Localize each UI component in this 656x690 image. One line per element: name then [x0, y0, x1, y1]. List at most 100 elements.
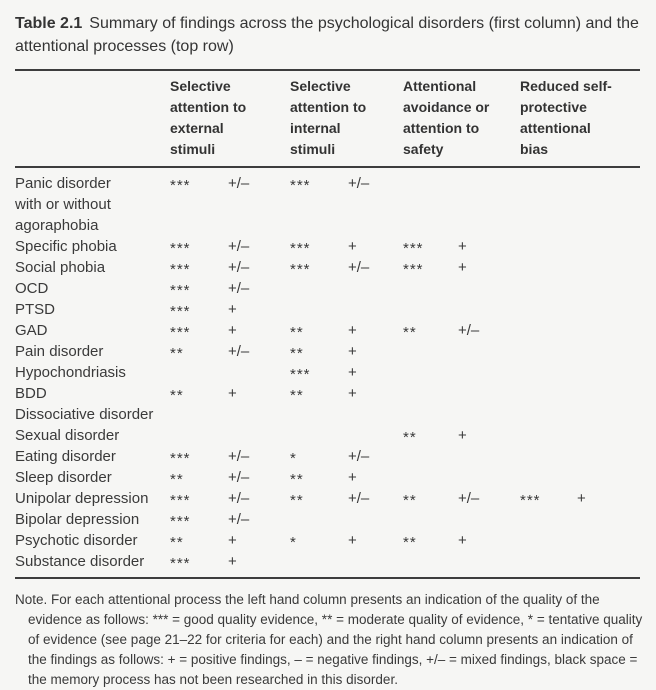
- quality-stars: **: [403, 534, 417, 551]
- quality-cell: ***: [290, 167, 348, 236]
- disorder-label: Specific phobia: [15, 238, 117, 255]
- quality-stars: **: [403, 492, 417, 509]
- finding-cell: +/–: [348, 259, 370, 276]
- quality-cell: ***: [170, 299, 228, 320]
- finding-cell: [577, 362, 640, 383]
- disorder-label: Sleep disorder: [15, 469, 112, 486]
- quality-cell: [290, 425, 348, 446]
- finding-cell: [458, 167, 520, 236]
- column-header-label: Reduced self-protective attentional bias: [520, 78, 612, 157]
- quality-stars: ***: [170, 282, 191, 299]
- quality-cell: **: [403, 488, 458, 509]
- quality-stars: ***: [170, 324, 191, 341]
- quality-cell: [403, 383, 458, 404]
- finding-cell: [348, 278, 403, 299]
- quality-cell: [520, 278, 577, 299]
- quality-cell: [520, 236, 577, 257]
- finding-cell: [228, 362, 290, 383]
- quality-cell: [520, 383, 577, 404]
- finding-cell: +/–: [228, 343, 250, 360]
- quality-cell: *: [290, 530, 348, 551]
- table-row: Hypochondriasis *** +: [15, 362, 640, 383]
- table-row: Pain disorder ** +/– ** +: [15, 341, 640, 362]
- quality-stars: ***: [290, 261, 311, 278]
- finding-cell: [458, 383, 520, 404]
- quality-stars: ***: [170, 177, 191, 194]
- finding-cell: [577, 551, 640, 578]
- quality-cell: [403, 341, 458, 362]
- finding-cell: +: [458, 259, 467, 276]
- table-note: Note. For each attentional process the l…: [15, 592, 643, 687]
- quality-cell: ***: [170, 278, 228, 299]
- finding-cell: [458, 299, 520, 320]
- finding-cell: [458, 509, 520, 530]
- disorder-label: Bipolar depression: [15, 511, 140, 528]
- table-row: Eating disorder *** +/– * +/–: [15, 446, 640, 467]
- disorder-label: BDD: [15, 385, 47, 402]
- finding-cell: +: [348, 364, 357, 381]
- quality-stars: **: [290, 324, 304, 341]
- quality-stars: ***: [170, 450, 191, 467]
- disorder-label: Pain disorder: [15, 343, 104, 360]
- quality-stars: *: [290, 534, 297, 551]
- quality-cell: **: [290, 488, 348, 509]
- finding-cell: +: [458, 427, 467, 444]
- finding-cell: [577, 278, 640, 299]
- table-row: Sexual disorder ** +: [15, 425, 640, 446]
- quality-cell: ***: [403, 257, 458, 278]
- table-number: Table 2.1: [15, 15, 83, 32]
- finding-cell: [577, 446, 640, 467]
- quality-cell: ***: [170, 488, 228, 509]
- finding-cell: [458, 341, 520, 362]
- disorder-label: Substance disorder: [15, 553, 145, 570]
- finding-cell: +: [228, 553, 237, 570]
- finding-cell: +/–: [228, 259, 250, 276]
- quality-cell: ***: [170, 167, 228, 236]
- table-row: Psychotic disorder ** + * + ** +: [15, 530, 640, 551]
- quality-cell: ***: [170, 509, 228, 530]
- quality-cell: [520, 467, 577, 488]
- finding-cell: +: [458, 532, 467, 549]
- disorder-label: Dissociative disorder: [15, 406, 154, 423]
- quality-cell: **: [403, 530, 458, 551]
- finding-cell: [577, 467, 640, 488]
- quality-cell: **: [403, 320, 458, 341]
- finding-cell: +/–: [458, 490, 480, 507]
- finding-cell: +: [348, 385, 357, 402]
- finding-cell: [458, 467, 520, 488]
- table-row: PTSD *** +: [15, 299, 640, 320]
- finding-cell: +: [348, 532, 357, 549]
- finding-cell: +/–: [228, 280, 250, 297]
- quality-cell: [520, 425, 577, 446]
- finding-cell: +: [348, 322, 357, 339]
- table-body: Panic disorder with or without agoraphob…: [15, 167, 640, 578]
- table-row: Sleep disorder ** +/– ** +: [15, 467, 640, 488]
- finding-cell: [577, 320, 640, 341]
- quality-cell: [520, 257, 577, 278]
- finding-cell: [228, 425, 290, 446]
- finding-cell: [577, 236, 640, 257]
- quality-cell: [403, 167, 458, 236]
- finding-cell: +/–: [228, 511, 250, 528]
- finding-cell: [577, 299, 640, 320]
- finding-cell: +/–: [228, 490, 250, 507]
- quality-cell: [520, 530, 577, 551]
- disorder-column-header: [15, 70, 170, 168]
- quality-stars: **: [170, 345, 184, 362]
- finding-cell: [577, 530, 640, 551]
- quality-cell: [520, 320, 577, 341]
- finding-cell: +: [458, 238, 467, 255]
- quality-cell: [403, 362, 458, 383]
- quality-cell: ***: [170, 236, 228, 257]
- disorder-label: Psychotic disorder: [15, 532, 138, 549]
- quality-cell: [290, 278, 348, 299]
- finding-cell: [458, 278, 520, 299]
- finding-cell: [577, 404, 640, 425]
- quality-cell: [520, 404, 577, 425]
- quality-stars: ***: [170, 303, 191, 320]
- table-row: Social phobia *** +/– *** +/– *** +: [15, 257, 640, 278]
- quality-cell: ***: [170, 446, 228, 467]
- quality-cell: ***: [170, 257, 228, 278]
- finding-cell: [577, 509, 640, 530]
- finding-cell: +/–: [228, 448, 250, 465]
